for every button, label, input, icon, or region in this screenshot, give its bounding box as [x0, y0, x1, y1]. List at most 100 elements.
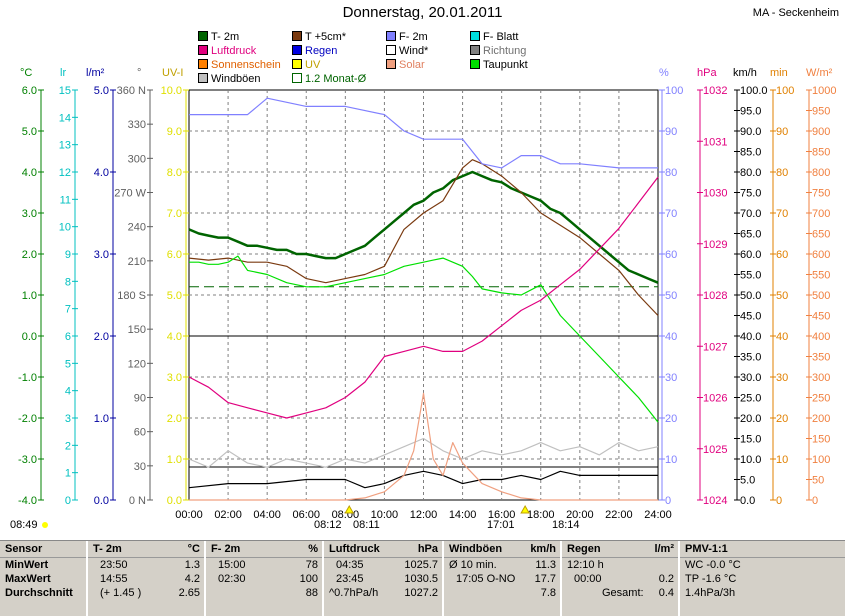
axis-press-tick-label: 1028 — [703, 290, 727, 302]
axis-uv-tick-label: 8.0 — [167, 167, 182, 179]
axis-dir-tick-label: 330 — [128, 119, 146, 131]
stats-col-f2m: F- 2m% 15:00 78 02:30 100 88 — [206, 541, 324, 616]
x-tick-label: 16:00 — [488, 509, 516, 521]
x-tick-label: 22:00 — [605, 509, 633, 521]
axis-temp-tick-label: -1.0 — [18, 372, 37, 384]
stats-col-luftdruck: Luftdruck hPa 04:35 1025.7 23:45 1030.5 ^0.… — [324, 541, 444, 616]
axis-wind-tick-label: 90.0 — [740, 126, 761, 138]
legend-item-windboeen: Windböen — [198, 73, 261, 85]
legend-label: Windböen — [211, 73, 261, 85]
stats-pmv-value: TP -1.6 °C — [685, 573, 737, 585]
axis-uv-tick-label: 6.0 — [167, 249, 182, 261]
axis-solar-tick-label: 600 — [812, 249, 830, 261]
stats-unit: % — [308, 543, 318, 555]
axis-press-tick-label: 1031 — [703, 136, 727, 148]
axis-lr-tick-label: 8 — [65, 276, 71, 288]
legend-item-sonnenschein: Sonnenschein — [198, 59, 281, 71]
axis-lr-tick-label: 10 — [59, 222, 71, 234]
axis-sun-tick-label: 50 — [776, 290, 788, 302]
axis-solar-tick-label: 300 — [812, 372, 830, 384]
stats-head: Luftdruck — [329, 543, 380, 555]
legend-swatch-richtung — [470, 45, 480, 55]
stats-head: Sensor — [0, 541, 86, 558]
stats-label-max: MaxWert — [5, 573, 51, 585]
axis-wind-tick-label: 85.0 — [740, 147, 761, 159]
station-name: MA - Seckenheim — [752, 7, 839, 19]
axis-wind-tick-label: 5.0 — [740, 475, 755, 487]
stats-time: 12:10 h — [567, 559, 604, 571]
legend-label: Regen — [305, 45, 338, 57]
legend-swatch-sonnenschein — [198, 59, 208, 69]
axis-rain-tick-label: 5.0 — [94, 85, 109, 97]
axis-hum-tick-label: 100 — [665, 85, 683, 97]
stats-head: Regen — [567, 543, 601, 555]
axis-solar-tick-label: 50 — [812, 475, 824, 487]
axis-lr-tick-label: 12 — [59, 167, 71, 179]
axis-lr-tick-label: 13 — [59, 140, 71, 152]
axis-hum-tick-label: 60 — [665, 249, 677, 261]
axis-press-tick-label: 1026 — [703, 393, 727, 405]
axis-temp-tick-label: 1.0 — [22, 290, 37, 302]
axis-press-tick-label: 1029 — [703, 239, 727, 251]
axis-solar-tick-label: 800 — [812, 167, 830, 179]
legend-item-solar: Solar — [386, 59, 425, 71]
axis-dir-tick-label: 90 — [134, 393, 146, 405]
axis-sun-tick-label: 80 — [776, 167, 788, 179]
sunrise-time-left: 08:49 — [10, 519, 38, 531]
stats-value: 0.2 — [658, 573, 674, 585]
axis-solar-tick-label: 550 — [812, 270, 830, 282]
stats-value: 0.4 — [658, 587, 674, 599]
axis-uv-tick-label: 4.0 — [167, 331, 182, 343]
legend-swatch-wind — [386, 45, 396, 55]
stats-time: 02:30 — [218, 573, 246, 585]
axis-solar-tick-label: 0 — [812, 495, 818, 507]
legend-swatch-t2m — [198, 31, 208, 41]
stats-time: 17:05 O-NO — [456, 573, 516, 585]
axis-solar-tick-label: 700 — [812, 208, 830, 220]
legend-item-taupunkt: Taupunkt — [470, 59, 528, 71]
axis-lr-tick-label: 14 — [59, 112, 71, 124]
axis-dir-tick-label: 150 — [128, 324, 146, 336]
axis-sun-tick-label: 100 — [776, 85, 794, 97]
stats-time: 15:00 — [218, 559, 246, 571]
axis-lr-tick-label: 2 — [65, 440, 71, 452]
series-luftdruck — [188, 176, 659, 419]
axis-hum-tick-label: 50 — [665, 290, 677, 302]
stats-value: 88 — [305, 587, 318, 599]
axis-solar-tick-label: 950 — [812, 106, 830, 118]
axis-unit-temp: °C — [20, 67, 33, 79]
axis-temp-tick-label: 3.0 — [22, 208, 37, 220]
stats-value: 4.2 — [184, 573, 200, 585]
x-tick-label: 14:00 — [449, 509, 477, 521]
stats-time: 04:35 — [336, 559, 364, 571]
axis-hum-tick-label: 0 — [665, 495, 671, 507]
legend-label: T- 2m — [211, 31, 240, 43]
stats-time: 23:45 — [336, 573, 364, 585]
stats-col-windboeen: Windböen km/h Ø 10 min. 11.3 17:05 O-NO 17.… — [444, 541, 562, 616]
weather-chart: 00:00 02:00 04:00 06:00 08:00 10:00 12:00 14:00… — [18, 85, 836, 528]
axis-wind-tick-label: 50.0 — [740, 290, 761, 302]
axis-unit-lr: lr — [60, 67, 67, 79]
stats-col-t2m: T- 2m °C 23:50 1.3 14:55 4.2 (+ 1.45 ) 2.65 — [88, 541, 206, 616]
axis-uv-tick-label: 0.0 — [167, 495, 182, 507]
axis-sun-tick-label: 0 — [776, 495, 782, 507]
x-tick-label: 18:00 — [527, 509, 555, 521]
axis-temp-tick-label: 0.0 — [22, 331, 37, 343]
sun-time-3: 17:01 — [487, 519, 515, 531]
axis-solar-tick-label: 200 — [812, 413, 830, 425]
axis-uv-tick-label: 7.0 — [167, 208, 182, 220]
series-solar — [189, 392, 658, 501]
axis-temp-tick-label: 5.0 — [22, 126, 37, 138]
axis-solar-tick-label: 750 — [812, 188, 830, 200]
legend-label: Wind* — [399, 45, 429, 57]
sun-time-1: 08:12 — [314, 519, 342, 531]
axis-wind-tick-label: 20.0 — [740, 413, 761, 425]
axis-unit-hum: % — [659, 67, 669, 79]
stats-value: 78 — [305, 559, 318, 571]
axis-press-tick-label: 1024 — [703, 495, 727, 507]
stats-time: Gesamt: — [602, 587, 644, 599]
axis-wind-tick-label: 75.0 — [740, 188, 761, 200]
stats-time: 23:50 — [100, 559, 128, 571]
legend-label: Richtung — [483, 45, 527, 57]
axis-unit-wind: km/h — [733, 67, 757, 79]
